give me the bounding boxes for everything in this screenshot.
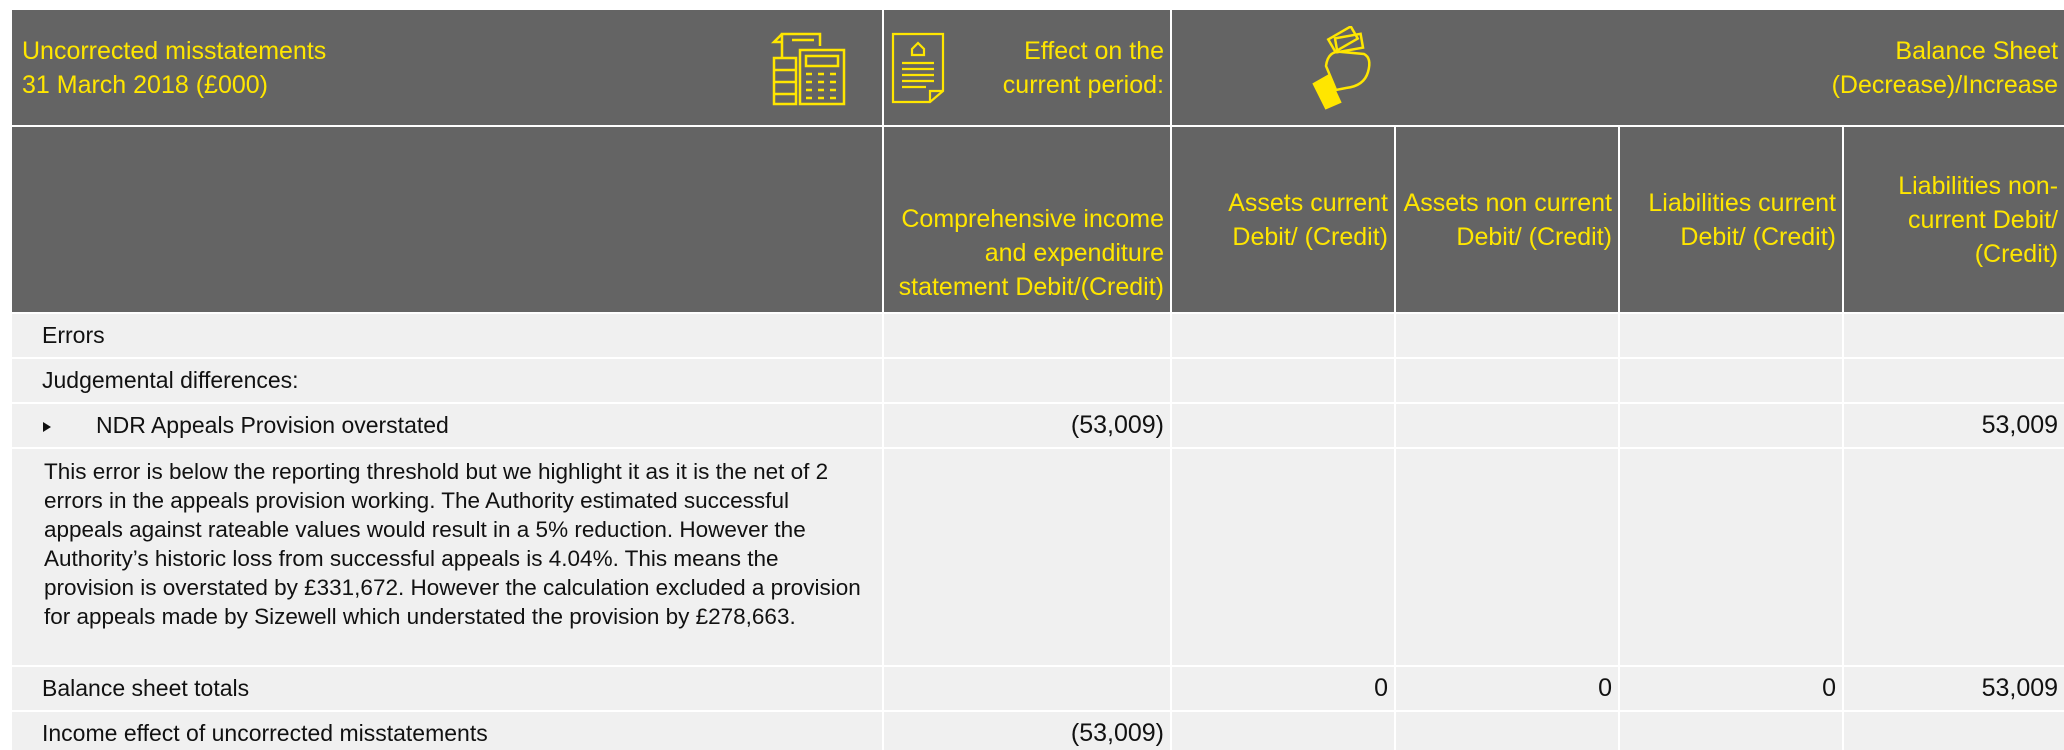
balance-text: Balance Sheet (Decrease)/Increase <box>1832 34 2058 102</box>
cell <box>882 665 1172 712</box>
title-box: Uncorrected misstatements 31 March 2018 … <box>18 28 876 108</box>
cell <box>1170 402 1396 449</box>
bullet <box>43 422 51 432</box>
effect-line: current period: <box>1002 70 1164 99</box>
row-label-cell: NDR Appeals Provision overstated <box>10 402 884 449</box>
row-label: NDR Appeals Provision overstated <box>96 412 449 438</box>
money-hand-icon <box>1312 25 1371 110</box>
column-header: Liabilities non-current Debit/ (Credit) <box>1841 125 2064 314</box>
balance-line: Balance Sheet <box>1895 36 2059 65</box>
effect-box: Effect on the current period: <box>890 31 1164 105</box>
cell: (53,009) <box>882 402 1172 449</box>
row-label: Errors <box>10 312 884 359</box>
note-row: This error is below the reporting thresh… <box>10 447 2064 667</box>
item-row: NDR Appeals Provision overstated (53,009… <box>10 402 2064 449</box>
column-header-row: Comprehensive income and expenditure sta… <box>10 125 2064 314</box>
misstatements-table: Uncorrected misstatements 31 March 2018 … <box>10 8 2064 750</box>
document-icon <box>891 32 945 103</box>
column-header: Liabilities current Debit/ (Credit) <box>1618 125 1844 314</box>
cell <box>1394 710 1620 750</box>
row-label: Judgemental differences: <box>10 357 884 404</box>
cell <box>1170 710 1396 750</box>
column-header: Comprehensive income and expenditure sta… <box>882 125 1172 314</box>
cell <box>1618 710 1844 750</box>
cell: 0 <box>1618 665 1844 712</box>
cell <box>1618 402 1844 449</box>
cell: 0 <box>1394 665 1620 712</box>
cell: (53,009) <box>882 710 1172 750</box>
row-label: Balance sheet totals <box>10 665 884 712</box>
effect-line: Effect on the <box>1024 36 1164 65</box>
effect-cell: Effect on the current period: <box>882 8 1172 127</box>
title-cell: Uncorrected misstatements 31 March 2018 … <box>10 8 884 127</box>
cell: 53,009 <box>1841 665 2064 712</box>
cell <box>1841 710 2064 750</box>
balance-box: Balance Sheet (Decrease)/Increase <box>1178 25 2058 110</box>
blank-header <box>10 125 884 314</box>
row-label: Income effect of uncorrected misstatemen… <box>10 710 884 750</box>
table-wrap: Uncorrected misstatements 31 March 2018 … <box>10 8 2064 750</box>
calculator-icon <box>770 32 846 105</box>
subsection-row: Judgemental differences: <box>10 357 2064 404</box>
column-header: Assets non current Debit/ (Credit) <box>1394 125 1620 314</box>
total-row: Income effect of uncorrected misstatemen… <box>10 710 2064 750</box>
title: Uncorrected misstatements <box>22 36 327 65</box>
cell <box>1394 402 1620 449</box>
titles: Uncorrected misstatements 31 March 2018 … <box>18 34 326 102</box>
cell: 0 <box>1170 665 1396 712</box>
title: 31 March 2018 (£000) <box>22 70 268 99</box>
column-header: Assets current Debit/ (Credit) <box>1170 125 1396 314</box>
effect-text: Effect on the current period: <box>1003 34 1164 102</box>
section-row: Errors <box>10 312 2064 359</box>
note-text: This error is below the reporting thresh… <box>10 447 884 667</box>
total-row: Balance sheet totals 0 0 0 53,009 <box>10 665 2064 712</box>
cell: 53,009 <box>1841 402 2064 449</box>
balance-cell: Balance Sheet (Decrease)/Increase <box>1169 8 2064 127</box>
header-row: Uncorrected misstatements 31 March 2018 … <box>10 8 2064 127</box>
balance-line: (Decrease)/Increase <box>1831 70 2059 99</box>
